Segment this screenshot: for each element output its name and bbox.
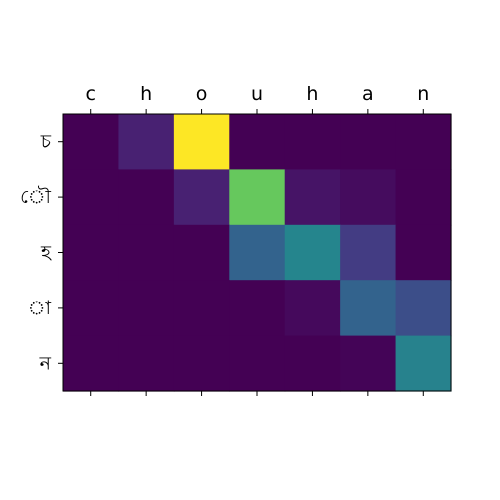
- heatmap-cell: [229, 280, 286, 337]
- heatmap-cell: [340, 335, 397, 392]
- heatmap-cell: [395, 280, 452, 337]
- heatmap-cell: [229, 224, 286, 281]
- heatmap-cell: [118, 224, 175, 281]
- heatmap-cell: [173, 169, 230, 226]
- heatmap-cell: [63, 169, 120, 226]
- heatmap-cell: [173, 280, 230, 337]
- y-tick-label: চ: [40, 131, 52, 153]
- heatmap-cell: [340, 224, 397, 281]
- heatmap-cell: [284, 280, 341, 337]
- x-tick-label: a: [362, 83, 374, 105]
- x-tick-label: u: [251, 83, 263, 105]
- y-axis-ticks: চৌ হা ন: [20, 131, 63, 374]
- heatmap-cell: [284, 169, 341, 226]
- y-tick-label: হ: [40, 242, 52, 264]
- heatmap-cell: [63, 335, 120, 392]
- heatmap-cell: [340, 169, 397, 226]
- heatmap-cell: [173, 224, 230, 281]
- heatmap-cell: [173, 114, 230, 170]
- heatmap-cell: [395, 335, 452, 392]
- heatmap-cell: [284, 335, 341, 392]
- heatmap-cells: [63, 114, 452, 392]
- heatmap-cell: [63, 280, 120, 337]
- heatmap-cell: [118, 280, 175, 337]
- heatmap-cell: [395, 224, 452, 281]
- heatmap-cell: [229, 114, 286, 170]
- heatmap-cell: [229, 169, 286, 226]
- heatmap-cell: [173, 335, 230, 392]
- x-tick-label: h: [306, 83, 318, 105]
- heatmap-cell: [118, 114, 175, 170]
- heatmap-cell: [118, 335, 175, 392]
- heatmap-cell: [229, 335, 286, 392]
- heatmap-cell: [340, 280, 397, 337]
- heatmap-cell: [340, 114, 397, 170]
- y-tick-label: ন: [39, 352, 52, 374]
- heatmap-cell: [118, 169, 175, 226]
- x-tick-label: h: [140, 83, 152, 105]
- y-tick-label: া: [28, 297, 52, 319]
- x-tick-label: o: [196, 83, 208, 105]
- heatmap-cell: [284, 224, 341, 281]
- heatmap-cell: [63, 224, 120, 281]
- heatmap-cell: [395, 169, 452, 226]
- x-tick-label: c: [85, 83, 95, 105]
- heatmap-cell: [284, 114, 341, 170]
- y-tick-label: ৌ: [20, 186, 51, 208]
- heatmap-cell: [395, 114, 452, 170]
- heatmap-cell: [63, 114, 120, 170]
- x-tick-label: n: [417, 83, 429, 105]
